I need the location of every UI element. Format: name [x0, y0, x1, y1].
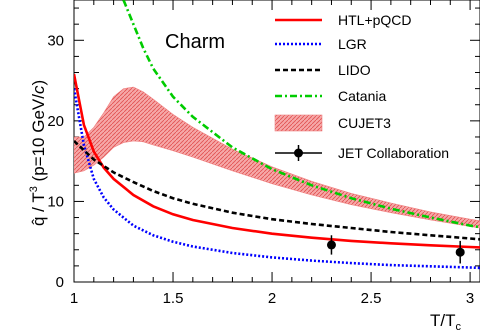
- series-layer: [74, 0, 480, 270]
- x-axis-label-sub: c: [456, 321, 462, 333]
- axes-ticks: [73, 0, 480, 283]
- legend-label-cujet3: CUJET3: [338, 115, 391, 131]
- band-layer: [74, 86, 480, 229]
- x-tick-label: 1.5: [163, 290, 184, 307]
- series-line-htl-pqcd: [74, 73, 480, 249]
- legend-label-lgr: LGR: [338, 36, 367, 52]
- legend-swatch-jet-collaboration-marker: [294, 148, 303, 158]
- legend-label-jet-collaboration: JET Collaboration: [338, 145, 449, 161]
- x-tick-label: 2: [268, 290, 276, 307]
- legend-label-htl-pqcd: HTL+pQCD: [338, 12, 412, 28]
- data-point: [455, 247, 465, 257]
- x-axis-label: T/Tc: [430, 311, 462, 333]
- y-tick-label: 30: [47, 32, 64, 49]
- y-tick-label: 20: [47, 113, 64, 130]
- x-tick-label: 1: [70, 290, 78, 307]
- series-line-lido: [74, 140, 480, 241]
- y-tick-label: 0: [56, 274, 64, 291]
- data-point: [326, 240, 336, 250]
- legend-label-lido: LIDO: [338, 62, 371, 78]
- y-tick-label: 10: [47, 193, 64, 210]
- y-axis-label-sup: 3: [28, 186, 40, 192]
- series-line-lgr: [74, 88, 480, 270]
- x-tick-label: 3: [466, 290, 474, 307]
- cujet3-band: [74, 86, 480, 229]
- legend-swatch-cujet3: [274, 114, 323, 132]
- points-layer: [326, 235, 465, 264]
- chart-title: Charm: [165, 31, 225, 53]
- legend-label-catania: Catania: [338, 88, 386, 104]
- series-line-catania: [122, 0, 480, 229]
- legend: HTL+pQCD LGR LIDO Catania CUJET3 JET Collabor…: [274, 12, 449, 161]
- y-axis-label: q̂ / T3 (p=10 GeV/c): [28, 80, 48, 226]
- x-tick-label: 2.5: [361, 290, 382, 307]
